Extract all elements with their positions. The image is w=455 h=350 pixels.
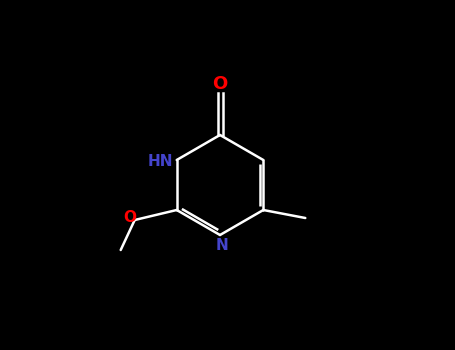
Text: O: O xyxy=(212,75,228,93)
Text: N: N xyxy=(216,238,228,252)
Text: HN: HN xyxy=(148,154,173,169)
Text: O: O xyxy=(123,210,136,225)
